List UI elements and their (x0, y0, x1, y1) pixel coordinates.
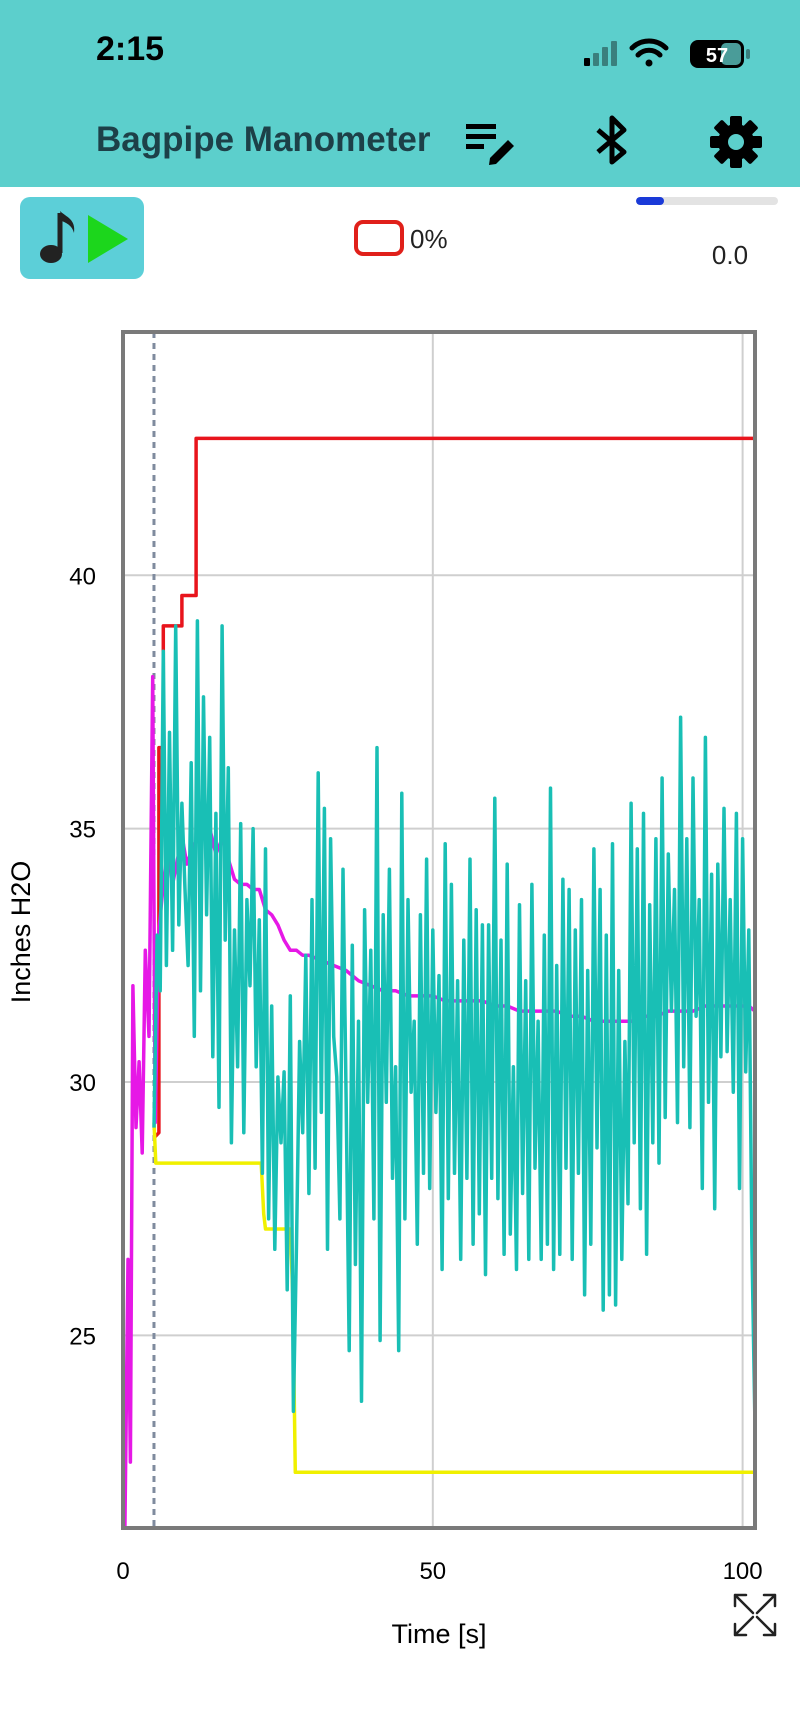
battery-level-text: 57 (706, 45, 728, 67)
battery-indicator (354, 220, 444, 260)
x-tick-label: 100 (723, 1558, 763, 1585)
cellular-signal-icon (584, 41, 617, 66)
fullscreen-icon[interactable] (733, 1593, 777, 1637)
play-button[interactable] (20, 197, 144, 279)
pressure-chart: 25 30 35 40 0 50 100 Time [s] Inches H2O (6, 330, 777, 1649)
x-tick-label: 0 (116, 1558, 129, 1585)
chart-frame (121, 330, 757, 1530)
progress-bar (636, 197, 778, 205)
music-note-icon (40, 211, 75, 263)
settings-icon[interactable] (706, 112, 766, 172)
bluetooth-icon[interactable] (582, 112, 642, 172)
y-tick-label: 25 (69, 1323, 96, 1350)
series-line-1 (152, 1122, 755, 1475)
y-tick-label: 30 (69, 1070, 96, 1097)
chart-series (123, 436, 755, 1528)
x-axis-label: Time [s] (391, 1619, 486, 1649)
progress-value: 0.0 (711, 240, 749, 270)
app-bar: 2:15 57 Bagpipe Manometer (0, 0, 800, 187)
status-time: 2:15 (96, 30, 165, 68)
series-line-3 (152, 619, 755, 1427)
battery-status-icon: 57 (690, 40, 750, 68)
progress-fill (636, 197, 665, 205)
chart-ticks: 25 30 35 40 0 50 100 (69, 563, 762, 1585)
x-tick-label: 50 (419, 1558, 446, 1585)
battery-outline (354, 220, 404, 256)
battery-percent: 0% (410, 224, 448, 254)
y-axis-label: Inches H2O (6, 861, 36, 1004)
wifi-icon (629, 38, 669, 67)
y-tick-label: 35 (69, 817, 96, 844)
plot-frame (121, 330, 757, 1530)
play-icon (88, 215, 128, 263)
list-edit-icon[interactable] (462, 112, 522, 172)
y-tick-label: 40 (69, 563, 96, 590)
app-title: Bagpipe Manometer (96, 120, 431, 159)
status-icons: 57 (560, 0, 800, 100)
